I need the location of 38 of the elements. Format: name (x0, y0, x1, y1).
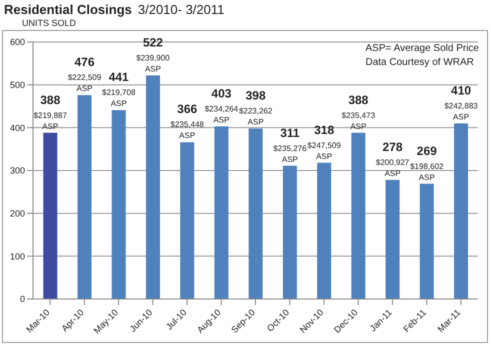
y-tick-label: 200 (10, 208, 25, 219)
annotation: ASP= Average Sold Price (366, 42, 479, 56)
y-tick-label: 600 (10, 37, 25, 48)
bar (214, 126, 228, 299)
y-tick-label: 100 (10, 251, 25, 262)
y-tick-label: 0 (20, 294, 25, 304)
data-label: 269 $198,602 ASP (410, 144, 444, 182)
y-axis-title: UNITS SOLD (22, 18, 76, 28)
bar (112, 110, 126, 299)
bar (43, 132, 58, 299)
y-tick-label: 300 (10, 166, 25, 176)
bar (248, 128, 263, 299)
data-label: 366 $235,448 ASP (170, 102, 204, 140)
bar (317, 162, 332, 299)
data-label: 278 $200,927 ASP (376, 140, 410, 178)
bar (78, 95, 92, 299)
data-label: 403 $234,264 ASP (204, 86, 239, 124)
data-label: 318 $247,509 ASP (307, 122, 342, 161)
bar (454, 123, 468, 299)
bar (282, 166, 297, 299)
chart-title: Residential Closings (4, 2, 132, 17)
data-label: 410 $242,883 ASP (444, 83, 478, 122)
bar (386, 180, 400, 299)
bar (146, 75, 160, 299)
chart-subtitle: 3/2010- 3/2011 (138, 2, 224, 17)
data-label: 441 $219,708 ASP (102, 70, 136, 108)
annotation: Data Courtesy of WRAR (366, 56, 475, 70)
data-label: 388 $219,887 ASP (34, 92, 68, 131)
data-label: 398 $223,262 ASP (238, 88, 273, 127)
data-label: 388 $235,473 ASP (342, 92, 376, 131)
y-tick-label: 400 (10, 122, 25, 133)
bar (180, 142, 194, 299)
bar (351, 132, 366, 299)
data-label: 311 $235,276 ASP (273, 126, 308, 164)
y-tick-label: 500 (10, 80, 25, 90)
data-label: 522 $239,900 ASP (136, 35, 170, 74)
data-label: 476 $222,509 ASP (68, 55, 102, 94)
bar (420, 184, 434, 299)
